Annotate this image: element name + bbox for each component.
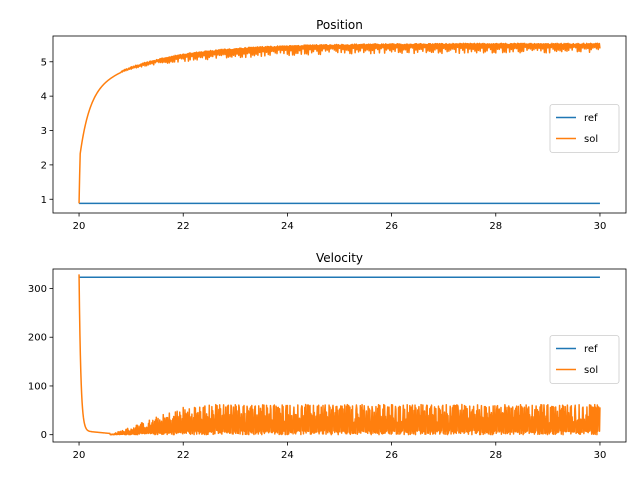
y-tick-label: 5: [41, 57, 47, 68]
x-tick-label: 30: [594, 450, 607, 461]
legend-label-sol: sol: [584, 134, 598, 145]
x-tick-label: 22: [177, 221, 190, 232]
x-tick-label: 26: [385, 450, 398, 461]
plot-frame: [52, 268, 627, 443]
legend-label-ref: ref: [584, 113, 598, 124]
y-tick-label: 2: [41, 160, 47, 171]
y-tick-label: 100: [28, 381, 47, 392]
plot-frame: [52, 35, 627, 214]
series-line-sol: [78, 42, 601, 204]
x-tick-label: 20: [73, 450, 86, 461]
x-tick-label: 28: [489, 221, 502, 232]
y-tick-label: 0: [41, 430, 47, 441]
legend-box: [549, 104, 620, 153]
y-tick-label: 3: [41, 126, 47, 137]
legend-label-sol: sol: [584, 365, 598, 376]
series-line-sol: [78, 274, 601, 436]
chart-title: Velocity: [316, 251, 363, 265]
legend: ref sol: [549, 104, 620, 153]
legend: ref sol: [549, 335, 620, 384]
x-tick-label: 20: [73, 221, 86, 232]
x-tick-label: 30: [594, 221, 607, 232]
chart-panel-0: Position 20 22 24 26 28 30 1 2 3 4 5 ref sol: [41, 18, 627, 232]
legend-label-ref: ref: [584, 344, 598, 355]
y-tick-label: 1: [41, 195, 47, 206]
y-tick-label: 300: [28, 284, 47, 295]
x-tick-label: 24: [281, 221, 294, 232]
x-tick-label: 26: [385, 221, 398, 232]
y-tick-label: 200: [28, 333, 47, 344]
chart-title: Position: [316, 18, 363, 32]
legend-box: [549, 335, 620, 384]
x-tick-label: 22: [177, 450, 190, 461]
y-tick-label: 4: [41, 92, 47, 103]
x-tick-label: 28: [489, 450, 502, 461]
x-tick-label: 24: [281, 450, 294, 461]
